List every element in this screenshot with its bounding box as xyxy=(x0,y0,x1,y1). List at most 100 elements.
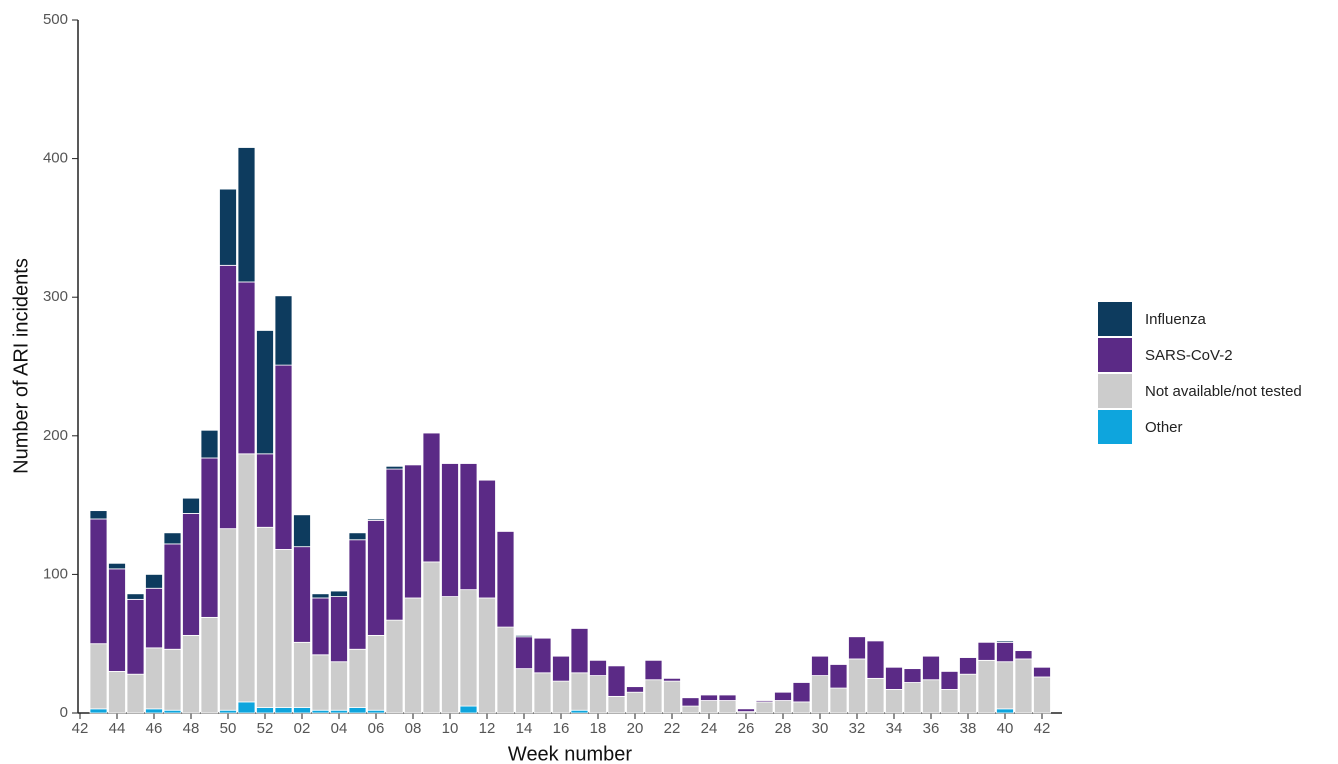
bar-segment xyxy=(237,701,256,714)
bar-segment xyxy=(644,679,663,714)
legend-label: Influenza xyxy=(1145,311,1207,328)
bar-segment xyxy=(163,532,182,545)
legend-label: Not available/not tested xyxy=(1145,383,1302,400)
x-tick-label: 08 xyxy=(405,720,422,737)
bar-segment xyxy=(718,694,737,701)
bar-segment xyxy=(385,465,404,470)
bar-segment xyxy=(108,562,126,570)
bar-segment xyxy=(681,705,700,714)
bar-segment xyxy=(922,679,940,714)
bar-segment xyxy=(885,689,903,714)
bar-segment xyxy=(348,539,367,650)
x-tick-label: 42 xyxy=(72,720,89,737)
bar-segment xyxy=(996,661,1014,710)
bar-segment xyxy=(163,543,182,650)
bar-segment xyxy=(163,709,182,714)
x-tick-label: 48 xyxy=(183,720,200,737)
bar-segment xyxy=(570,672,589,711)
bar-segment xyxy=(182,513,200,636)
bar-segment xyxy=(422,561,441,714)
bar-segment xyxy=(293,514,311,548)
bar-segment xyxy=(330,596,348,663)
bar-segment xyxy=(533,637,552,674)
bar-segment xyxy=(89,510,108,520)
bar-segment xyxy=(922,655,940,681)
bar-segment xyxy=(108,671,126,714)
bar-segment xyxy=(1033,666,1051,678)
bar-segment xyxy=(145,647,163,710)
x-tick-label: 12 xyxy=(479,720,496,737)
bar-segment xyxy=(441,596,459,714)
bar-segment xyxy=(811,675,829,714)
bar-segment xyxy=(422,432,441,563)
bar-segment xyxy=(552,655,570,682)
bar-segment xyxy=(1014,658,1033,714)
x-tick-label: 04 xyxy=(331,720,348,737)
bar-segment xyxy=(496,626,515,714)
x-tick-label: 50 xyxy=(220,720,237,737)
x-tick-label: 14 xyxy=(516,720,533,737)
bar-segment xyxy=(348,707,367,714)
y-tick-label: 100 xyxy=(43,565,68,582)
bar-segment xyxy=(478,479,496,599)
bar-segment xyxy=(404,597,422,714)
x-tick-label: 38 xyxy=(960,720,977,737)
x-tick-label: 24 xyxy=(701,720,718,737)
bar-segment xyxy=(848,636,866,660)
bar-segment xyxy=(219,709,237,714)
x-tick-label: 40 xyxy=(997,720,1014,737)
bar-segment xyxy=(256,526,274,708)
bar-segment xyxy=(367,519,385,636)
bar-segment xyxy=(219,528,237,711)
bar-segment xyxy=(311,593,330,599)
legend-label: Other xyxy=(1145,419,1183,436)
bar-segment xyxy=(330,661,348,711)
x-tick-label: 18 xyxy=(590,720,607,737)
bar-segment xyxy=(829,687,848,714)
bar-segment xyxy=(145,587,163,649)
bar-segment xyxy=(700,700,718,714)
bar-segment xyxy=(570,709,589,714)
bar-segment xyxy=(885,666,903,690)
y-tick-label: 200 xyxy=(43,427,68,444)
bar-segment xyxy=(367,518,385,521)
bar-segment xyxy=(256,453,274,528)
bar-segment xyxy=(330,590,348,597)
x-tick-label: 22 xyxy=(664,720,681,737)
bar-segment xyxy=(700,694,718,701)
bar-segment xyxy=(330,709,348,714)
bar-segment xyxy=(663,680,681,714)
bar-segment xyxy=(977,659,996,714)
legend-swatch xyxy=(1098,302,1132,336)
legend-label: SARS-CoV-2 xyxy=(1145,347,1233,364)
bar-segment xyxy=(515,636,533,670)
x-tick-label: 06 xyxy=(368,720,385,737)
bar-segment xyxy=(385,468,404,621)
x-tick-label: 46 xyxy=(146,720,163,737)
bar-segment xyxy=(182,497,200,514)
bar-segment xyxy=(996,708,1014,714)
bar-segment xyxy=(940,689,959,714)
bar-segment xyxy=(89,708,108,714)
x-tick-label: 30 xyxy=(812,720,829,737)
bar-segment xyxy=(348,648,367,708)
bar-segment xyxy=(367,634,385,711)
bar-segment xyxy=(219,264,237,530)
bar-segment xyxy=(163,648,182,711)
bar-segment xyxy=(903,682,922,714)
bar-segment xyxy=(348,532,367,541)
y-axis-title: Number of ARI incidents xyxy=(10,258,32,474)
bar-segment xyxy=(256,330,274,455)
bar-segment xyxy=(496,531,515,628)
bar-segment xyxy=(459,705,478,714)
bar-segment xyxy=(293,641,311,708)
bar-segment xyxy=(848,658,866,714)
bar-segment xyxy=(200,616,219,714)
bar-segment xyxy=(274,295,293,366)
bar-segment xyxy=(533,672,552,714)
x-axis-title: Week number xyxy=(508,743,632,764)
bar-segment xyxy=(626,686,644,693)
bar-segment xyxy=(293,707,311,714)
bar-segment xyxy=(237,147,256,283)
bar-segment xyxy=(552,680,570,714)
